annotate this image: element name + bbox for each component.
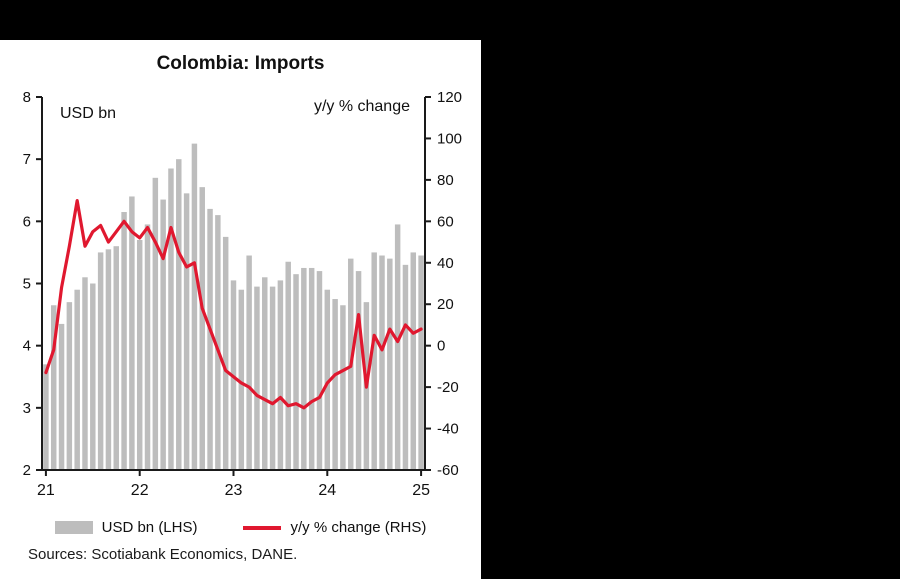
import-bar: [160, 199, 166, 470]
import-bar: [293, 274, 299, 470]
import-bar: [371, 252, 377, 470]
x-axis-tick-label: 23: [225, 482, 243, 499]
import-bar: [129, 196, 135, 470]
yoy-line: [44, 199, 423, 410]
import-bar: [82, 277, 88, 470]
bar-series-label: USD bn (LHS): [101, 519, 198, 536]
import-bar: [379, 255, 385, 470]
sources-note: Sources: Scotiabank Economics, DANE.: [28, 546, 298, 563]
bar-series-swatch: [54, 521, 93, 534]
legend-item-bars: USD bn (LHS): [54, 519, 198, 536]
import-bar: [176, 159, 182, 471]
import-bar: [183, 193, 190, 471]
import-bar: [152, 177, 159, 470]
import-bar: [136, 239, 143, 470]
right-axis-tick-label: 120: [437, 89, 462, 106]
right-axis-tick-label: -20: [437, 379, 459, 396]
left-axis-tick-label: 6: [23, 213, 31, 230]
import-bar: [168, 168, 174, 470]
import-bar: [113, 246, 119, 470]
chart-panel: Colombia: Imports 8 7 6 5 4 3 2 120 100 80 60 40 20 0…: [0, 40, 481, 579]
import-bar: [277, 280, 284, 470]
line-series-label: y/y % change (RHS): [290, 519, 427, 536]
import-bar: [74, 289, 80, 470]
import-bar: [316, 271, 323, 470]
import-bar: [410, 252, 417, 470]
right-axis-tick-label: -40: [437, 421, 459, 438]
import-bar: [90, 283, 96, 470]
import-bar: [246, 255, 252, 470]
import-bar: [43, 364, 49, 470]
x-axis-tick-label: 25: [412, 482, 430, 499]
right-axis-tick-label: 40: [437, 255, 454, 272]
left-axis-tick-label: 7: [23, 151, 31, 168]
left-axis-tick-label: 4: [23, 338, 31, 355]
right-axis-tick-label: -60: [437, 462, 459, 479]
right-axis-tick-label: 20: [437, 296, 454, 313]
import-bar: [262, 277, 268, 470]
legend-item-line: y/y % change (RHS): [243, 519, 426, 536]
x-axis-tick-label: 21: [37, 482, 55, 499]
left-axis-tick-label: 8: [23, 89, 31, 106]
import-bar: [222, 236, 229, 471]
import-bar: [418, 255, 424, 470]
import-bar: [355, 271, 362, 470]
left-axis-tick-label: 3: [23, 400, 31, 417]
line-series-swatch: [243, 525, 282, 530]
import-bar: [324, 289, 331, 470]
import-bar: [308, 267, 315, 470]
import-bar: [191, 143, 198, 471]
right-axis-tick-label: 0: [437, 338, 445, 355]
x-axis-tick-label: 22: [131, 482, 149, 499]
chart-title: Colombia: Imports: [156, 53, 325, 74]
left-axis-unit-label: USD bn: [60, 105, 116, 122]
left-axis-tick-label: 5: [23, 276, 31, 293]
import-bar: [58, 323, 65, 470]
import-bar: [387, 258, 393, 470]
import-bar: [105, 249, 112, 470]
import-bar: [66, 302, 73, 470]
import-bar: [340, 305, 346, 470]
x-axis-tick-label: 24: [318, 482, 336, 499]
chart-canvas: 8 7 6 5 4 3 2 120 100 80 60 40 20 0 -20 -40 -60 21 22 23 24 2…: [23, 89, 462, 499]
import-bar: [301, 267, 307, 470]
left-axis-tick-label: 2: [23, 462, 31, 479]
import-bar: [402, 264, 409, 470]
right-axis-tick-label: 100: [437, 130, 462, 147]
right-axis-unit-label: y/y % change: [314, 98, 410, 115]
import-bar: [199, 187, 205, 470]
import-bar: [238, 289, 245, 470]
right-axis-tick-label: 80: [437, 172, 454, 189]
import-bar: [285, 261, 291, 470]
import-bar: [97, 252, 104, 470]
import-bar: [332, 299, 338, 470]
import-bar: [144, 224, 151, 470]
import-bar: [121, 212, 127, 470]
import-bar: [207, 208, 213, 470]
import-bar: [254, 286, 260, 470]
import-bar: [269, 286, 276, 470]
import-bar: [394, 224, 401, 470]
import-bar: [215, 215, 221, 470]
import-bar: [50, 305, 57, 470]
chart-legend: USD bn (LHS) y/y % change (RHS): [0, 519, 481, 536]
right-axis-tick-label: 60: [437, 213, 454, 230]
